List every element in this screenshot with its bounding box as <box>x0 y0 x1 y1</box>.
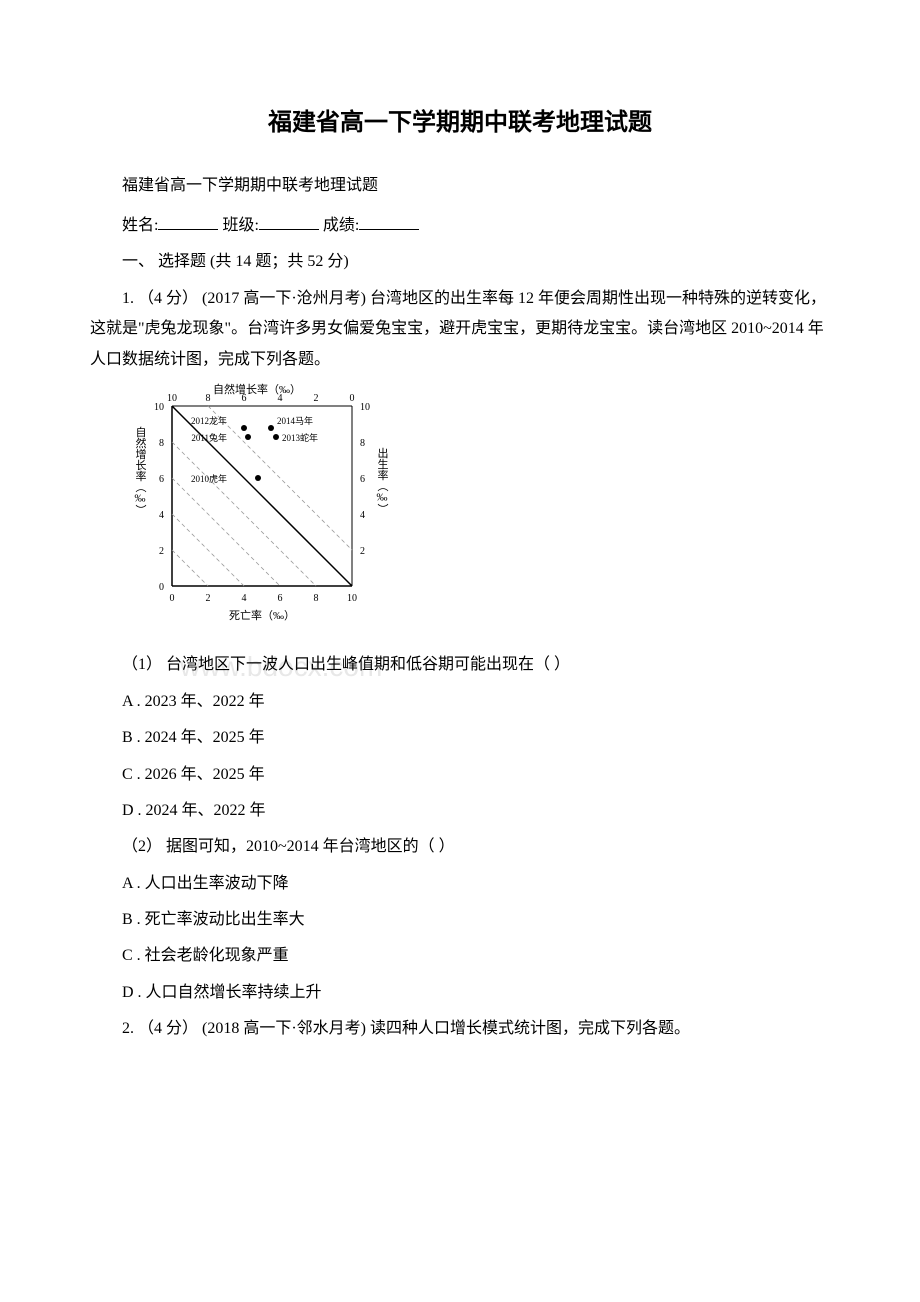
right-tick-2: 6 <box>360 474 365 485</box>
subtitle-text: 福建省高一下学期期中联考地理试题 <box>90 171 830 201</box>
point-2012 <box>241 425 247 431</box>
name-label: 姓名: <box>122 217 158 234</box>
left-axis-label: 自然增长率（‰） <box>134 426 147 515</box>
label-2012: 2012龙年 <box>191 415 227 426</box>
point-2011 <box>245 434 251 440</box>
q1-opt1-a: A . 2023 年、2022 年 <box>90 687 830 717</box>
right-tick-4: 2 <box>360 546 365 557</box>
q1-part1: （1） 台湾地区下一波人口出生峰值期和低谷期可能出现在（ ） <box>90 650 830 680</box>
left-tick-0: 10 <box>154 402 164 413</box>
bot-tick-4: 8 <box>314 593 319 604</box>
right-tick-3: 4 <box>360 510 365 521</box>
left-tick-3: 4 <box>159 510 164 521</box>
bot-tick-1: 2 <box>206 593 211 604</box>
top-tick-2: 6 <box>242 393 247 404</box>
class-label: 班级: <box>222 217 258 234</box>
top-tick-3: 4 <box>278 393 283 404</box>
q1-opt2-b: B . 死亡率波动比出生率大 <box>90 905 830 935</box>
right-axis-label: 出生率（‰） <box>376 446 389 514</box>
q1-opt1-b: B . 2024 年、2025 年 <box>90 723 830 753</box>
q1-opt2-d: D . 人口自然增长率持续上升 <box>90 978 830 1008</box>
point-2013 <box>273 434 279 440</box>
class-blank <box>259 214 319 230</box>
point-2010 <box>255 475 261 481</box>
right-tick-1: 8 <box>360 438 365 449</box>
q1-opt1-d: D . 2024 年、2022 年 <box>90 796 830 826</box>
bottom-axis-label: 死亡率（‰） <box>229 608 295 622</box>
grid-diag-3 <box>172 514 244 586</box>
label-2011: 2011兔年 <box>191 432 227 443</box>
grid-diag-4 <box>172 550 208 586</box>
left-tick-5: 0 <box>159 582 164 593</box>
top-axis-label: 自然增长率（‰） <box>213 382 301 396</box>
top-tick-4: 2 <box>314 393 319 404</box>
label-2010: 2010虎年 <box>191 473 227 484</box>
left-tick-2: 6 <box>159 474 164 485</box>
right-tick-0: 10 <box>360 402 370 413</box>
grid-diag-1 <box>172 442 316 586</box>
bot-tick-5: 10 <box>347 593 357 604</box>
form-line: 姓名: 班级: 成绩: <box>90 211 830 241</box>
q2-stem: 2. （4 分） (2018 高一下·邻水月考) 读四种人口增长模式统计图，完成… <box>90 1014 830 1044</box>
chart-svg: 自然增长率（‰） 10 8 6 4 2 0 <box>122 381 402 631</box>
label-2013: 2013蛇年 <box>282 432 318 443</box>
grid-diag-2 <box>172 478 280 586</box>
q1-opt2-c: C . 社会老龄化现象严重 <box>90 941 830 971</box>
score-label: 成绩: <box>323 217 359 234</box>
page-title: 福建省高一下学期期中联考地理试题 <box>90 100 830 146</box>
q1-opt2-a: A . 人口出生率波动下降 <box>90 869 830 899</box>
q1-stem: 1. （4 分） (2017 高一下·沧州月考) 台湾地区的出生率每 12 年便… <box>90 284 830 375</box>
section-heading: 一、 选择题 (共 14 题；共 52 分) <box>90 247 830 277</box>
name-blank <box>158 214 218 230</box>
q1-opt1-c: C . 2026 年、2025 年 <box>90 760 830 790</box>
top-tick-1: 8 <box>206 393 211 404</box>
population-chart: 自然增长率（‰） 10 8 6 4 2 0 <box>122 381 830 642</box>
bot-tick-3: 6 <box>278 593 283 604</box>
q1-part2: （2） 据图可知，2010~2014 年台湾地区的（ ） <box>90 832 830 862</box>
top-tick-0: 10 <box>167 393 177 404</box>
top-tick-5: 0 <box>350 393 355 404</box>
bot-tick-2: 4 <box>242 593 247 604</box>
point-2014 <box>268 425 274 431</box>
label-2014: 2014马年 <box>277 415 313 426</box>
left-tick-1: 8 <box>159 438 164 449</box>
bot-tick-0: 0 <box>170 593 175 604</box>
grid-diag-5 <box>208 406 352 550</box>
left-tick-4: 2 <box>159 546 164 557</box>
score-blank <box>359 214 419 230</box>
